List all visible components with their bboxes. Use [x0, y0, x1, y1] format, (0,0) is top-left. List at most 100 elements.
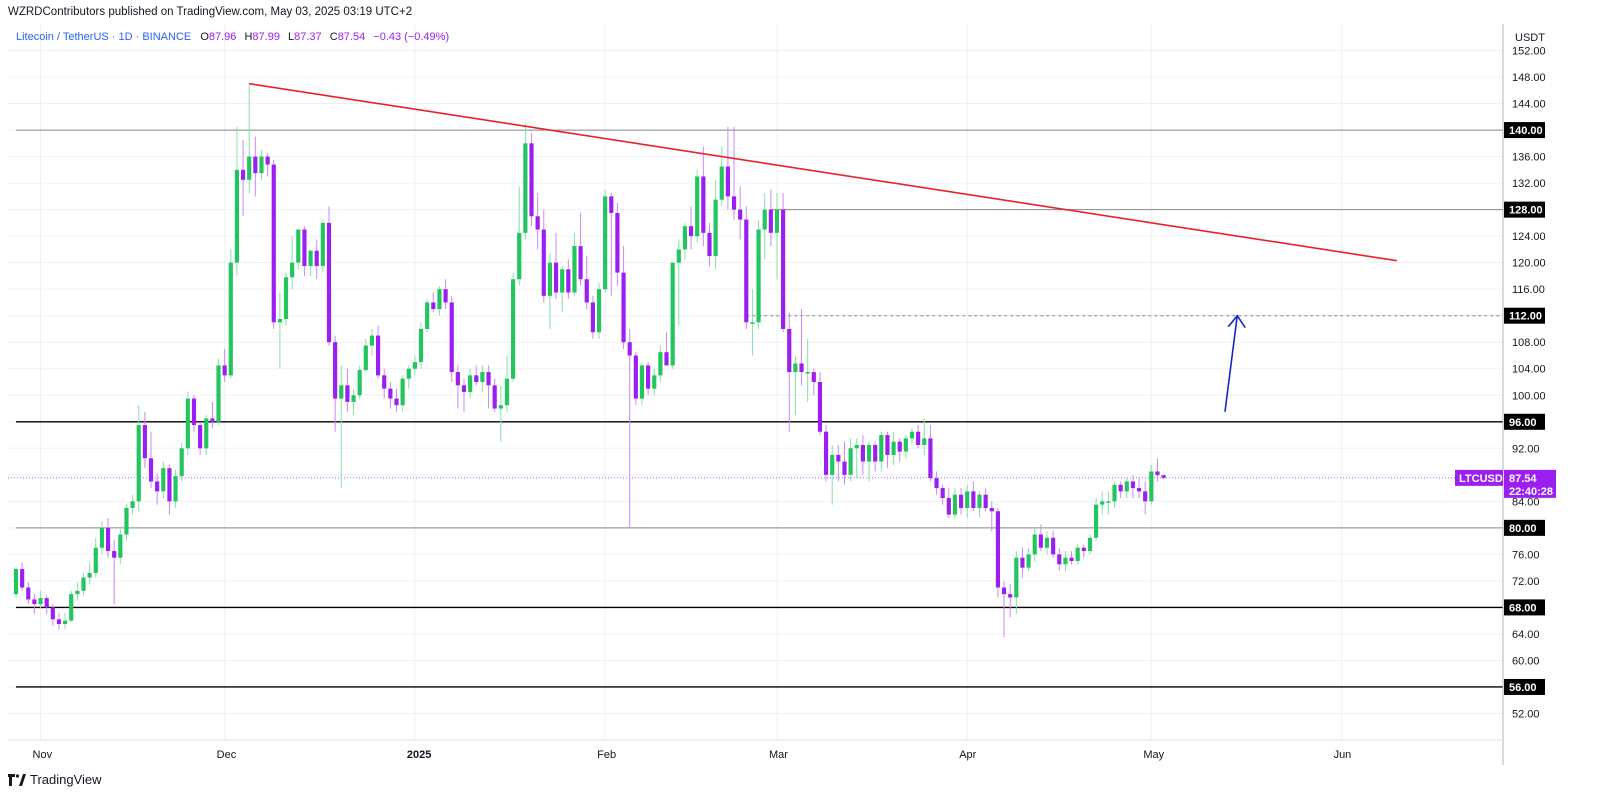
price-level-badge[interactable]: [1504, 201, 1545, 218]
candle[interactable]: [639, 362, 645, 406]
candle[interactable]: [271, 159, 276, 329]
candle[interactable]: [369, 328, 375, 356]
candle[interactable]: [787, 312, 792, 432]
candle[interactable]: [277, 292, 282, 369]
candle[interactable]: [609, 193, 614, 296]
candle[interactable]: [105, 517, 111, 558]
candle[interactable]: [50, 604, 55, 626]
candle[interactable]: [983, 488, 988, 512]
candle[interactable]: [87, 562, 92, 585]
candle[interactable]: [799, 309, 804, 386]
candle[interactable]: [805, 338, 810, 402]
candle[interactable]: [375, 325, 381, 379]
candle[interactable]: [664, 332, 669, 366]
candle[interactable]: [1014, 551, 1019, 615]
candle[interactable]: [32, 594, 37, 615]
candle[interactable]: [676, 239, 681, 326]
candle[interactable]: [1063, 551, 1068, 571]
candle[interactable]: [701, 146, 706, 247]
candle[interactable]: [731, 126, 737, 220]
candle[interactable]: [228, 249, 233, 379]
trendline[interactable]: [249, 82, 1397, 262]
price-level-badge[interactable]: [1504, 413, 1545, 430]
candle[interactable]: [1075, 544, 1080, 565]
candle[interactable]: [425, 299, 430, 333]
candle[interactable]: [296, 229, 301, 270]
candle[interactable]: [774, 193, 780, 280]
candle[interactable]: [118, 529, 123, 565]
candle[interactable]: [768, 189, 773, 247]
candle[interactable]: [854, 438, 859, 479]
candle[interactable]: [830, 444, 835, 505]
candle[interactable]: [44, 595, 49, 615]
target-arrow[interactable]: [1224, 315, 1239, 412]
candle[interactable]: [240, 140, 246, 217]
candle[interactable]: [222, 348, 227, 382]
candle[interactable]: [842, 441, 847, 485]
candle[interactable]: [1087, 534, 1093, 555]
candle[interactable]: [216, 358, 221, 426]
candle[interactable]: [1081, 544, 1086, 558]
candle[interactable]: [161, 461, 166, 499]
candle[interactable]: [265, 153, 270, 177]
candle[interactable]: [234, 126, 240, 276]
candle[interactable]: [621, 246, 626, 349]
candle[interactable]: [504, 355, 510, 412]
candle[interactable]: [952, 488, 958, 518]
candle[interactable]: [572, 232, 577, 296]
candle[interactable]: [93, 537, 98, 578]
candle[interactable]: [290, 236, 295, 290]
price-level-badge[interactable]: [1504, 599, 1545, 616]
candle[interactable]: [1161, 474, 1166, 479]
candle[interactable]: [283, 272, 289, 326]
candle[interactable]: [879, 431, 884, 472]
candle[interactable]: [762, 193, 767, 260]
candle[interactable]: [1118, 481, 1123, 499]
candle[interactable]: [191, 395, 197, 432]
candle[interactable]: [750, 289, 755, 356]
candle[interactable]: [259, 149, 264, 180]
candle[interactable]: [553, 232, 559, 300]
candle[interactable]: [511, 272, 516, 382]
candle[interactable]: [646, 362, 651, 396]
candle[interactable]: [1057, 547, 1062, 571]
candle[interactable]: [823, 425, 829, 482]
candle[interactable]: [13, 567, 19, 598]
candle[interactable]: [535, 193, 540, 250]
candle[interactable]: [468, 368, 473, 399]
candle[interactable]: [382, 368, 387, 399]
candle[interactable]: [400, 375, 405, 412]
candle[interactable]: [253, 136, 258, 197]
candle[interactable]: [916, 425, 921, 449]
candle[interactable]: [461, 378, 467, 412]
candle[interactable]: [603, 189, 608, 293]
candle[interactable]: [431, 292, 436, 313]
candle[interactable]: [547, 252, 552, 329]
candle[interactable]: [811, 368, 816, 396]
candle[interactable]: [56, 612, 62, 630]
candle[interactable]: [866, 441, 872, 482]
candle[interactable]: [75, 582, 80, 601]
candle[interactable]: [142, 411, 147, 469]
candle[interactable]: [345, 368, 350, 412]
candle[interactable]: [173, 469, 178, 508]
candle[interactable]: [836, 444, 841, 482]
candle[interactable]: [817, 372, 823, 436]
candle[interactable]: [738, 186, 743, 240]
candle[interactable]: [1155, 458, 1160, 482]
candle[interactable]: [523, 123, 528, 240]
candle[interactable]: [1100, 491, 1105, 515]
candle[interactable]: [124, 504, 129, 542]
candle[interactable]: [351, 388, 356, 416]
candle[interactable]: [670, 262, 675, 369]
candle[interactable]: [1051, 531, 1056, 558]
candle[interactable]: [179, 442, 184, 482]
candle[interactable]: [1069, 551, 1074, 565]
candle[interactable]: [26, 582, 31, 605]
candle[interactable]: [977, 491, 982, 518]
candle[interactable]: [627, 328, 632, 528]
candle[interactable]: [1124, 478, 1129, 499]
candle[interactable]: [946, 488, 951, 518]
candle[interactable]: [658, 345, 663, 382]
